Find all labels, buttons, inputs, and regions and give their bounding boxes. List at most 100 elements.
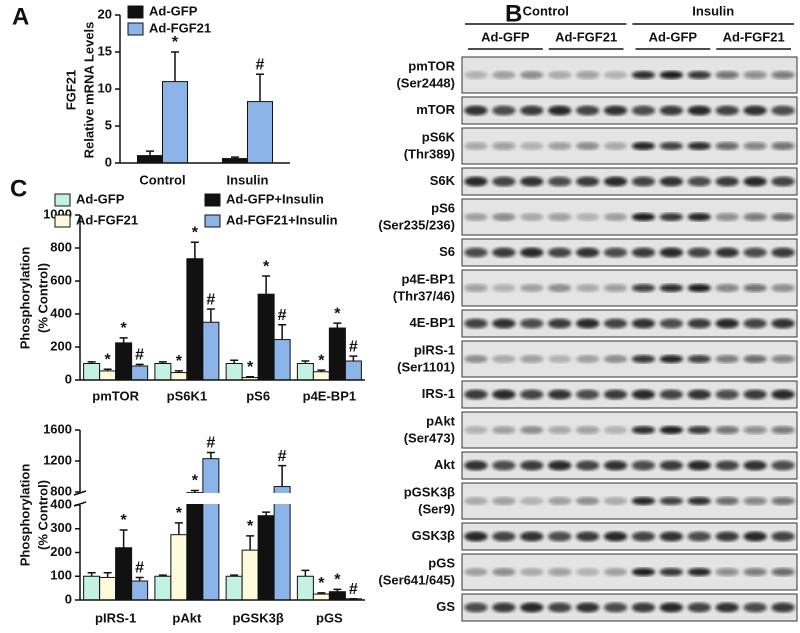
band [520, 142, 544, 150]
band [771, 426, 795, 434]
band [715, 355, 739, 363]
y-axis-label: Relative mRNA Levels [81, 22, 96, 159]
blot-strip [461, 127, 798, 165]
band [547, 71, 572, 79]
error-bar [158, 574, 167, 577]
bar [273, 339, 291, 381]
x-tick-label: pAkt [172, 610, 202, 625]
bar [83, 363, 101, 381]
significance-marker: # [206, 435, 215, 452]
band [687, 460, 712, 471]
band [547, 568, 572, 576]
error-bar [301, 569, 310, 577]
band [492, 71, 516, 79]
band [492, 142, 516, 150]
blot-label: S6K [430, 173, 456, 188]
y-tick-label: 0 [105, 154, 112, 169]
significance-marker: # [135, 347, 144, 364]
band [547, 426, 572, 434]
band [715, 176, 739, 187]
band [520, 284, 544, 292]
blot-label: p4E-BP1 [402, 271, 455, 286]
band [743, 497, 767, 505]
band [603, 389, 628, 400]
blot-label: GS [436, 599, 455, 614]
y-tick-label: 5 [105, 117, 112, 132]
significance-marker: * [318, 575, 325, 592]
band [715, 531, 739, 542]
band [575, 426, 600, 434]
subgroup-label: Ad-GFP [649, 29, 698, 44]
significance-marker: * [263, 258, 270, 275]
band [687, 284, 712, 292]
x-tick-label: pmTOR [92, 388, 139, 403]
error-bar [262, 275, 271, 295]
band [771, 355, 795, 363]
band [687, 531, 712, 542]
significance-marker: * [247, 518, 254, 535]
band [464, 568, 488, 576]
legend-label: Ad-GFP+Insulin [226, 191, 324, 206]
band [520, 213, 544, 221]
band [743, 426, 767, 434]
band [492, 247, 516, 258]
band [659, 71, 684, 79]
band [464, 531, 488, 542]
band [575, 247, 600, 258]
band [603, 247, 628, 258]
error-bar [278, 464, 287, 487]
band [547, 284, 572, 292]
panel-label: C [10, 175, 27, 202]
blot-label: S6 [439, 244, 455, 259]
band [520, 389, 544, 400]
band [547, 460, 572, 471]
y-tick-label: 100 [50, 568, 72, 583]
band [743, 531, 767, 542]
y-axis-label: FGF21 [63, 70, 78, 110]
band [631, 497, 656, 505]
bar [328, 327, 346, 381]
group-label: Control [523, 3, 569, 18]
error-bar [174, 370, 183, 373]
error-bar [103, 571, 112, 578]
band [687, 497, 712, 505]
x-tick-label: pGS [316, 610, 343, 625]
band [520, 426, 544, 434]
band [603, 568, 628, 576]
error-bar [206, 451, 215, 459]
significance-marker: * [176, 505, 183, 522]
blot-strip [461, 340, 798, 378]
blot-strip [461, 482, 798, 520]
blot-strip [461, 167, 798, 196]
blot-label: mTOR [416, 102, 455, 117]
blot-strip [461, 238, 798, 267]
band [687, 355, 712, 363]
blot-label: pIRS-1 [414, 342, 455, 357]
blot-label: pGS [428, 555, 455, 570]
y-tick-label: 1200 [43, 452, 72, 467]
band [771, 497, 795, 505]
band [715, 389, 739, 400]
band [520, 460, 544, 471]
band [492, 389, 516, 400]
bar [225, 575, 243, 601]
band [743, 247, 767, 258]
band [687, 142, 712, 150]
band [492, 531, 516, 542]
band [464, 105, 488, 116]
blot-strip [461, 451, 798, 480]
y-axis-label: (% Control) [35, 480, 50, 550]
bands [464, 284, 795, 292]
y-tick-label: 400 [50, 496, 72, 511]
band [743, 142, 767, 150]
band [603, 284, 628, 292]
x-tick-label: Insulin [227, 172, 269, 187]
band [659, 284, 684, 292]
bar [257, 293, 275, 381]
band [520, 247, 544, 258]
band [743, 602, 767, 613]
band [631, 568, 656, 576]
band [715, 247, 739, 258]
band [687, 105, 712, 116]
band [464, 71, 488, 79]
